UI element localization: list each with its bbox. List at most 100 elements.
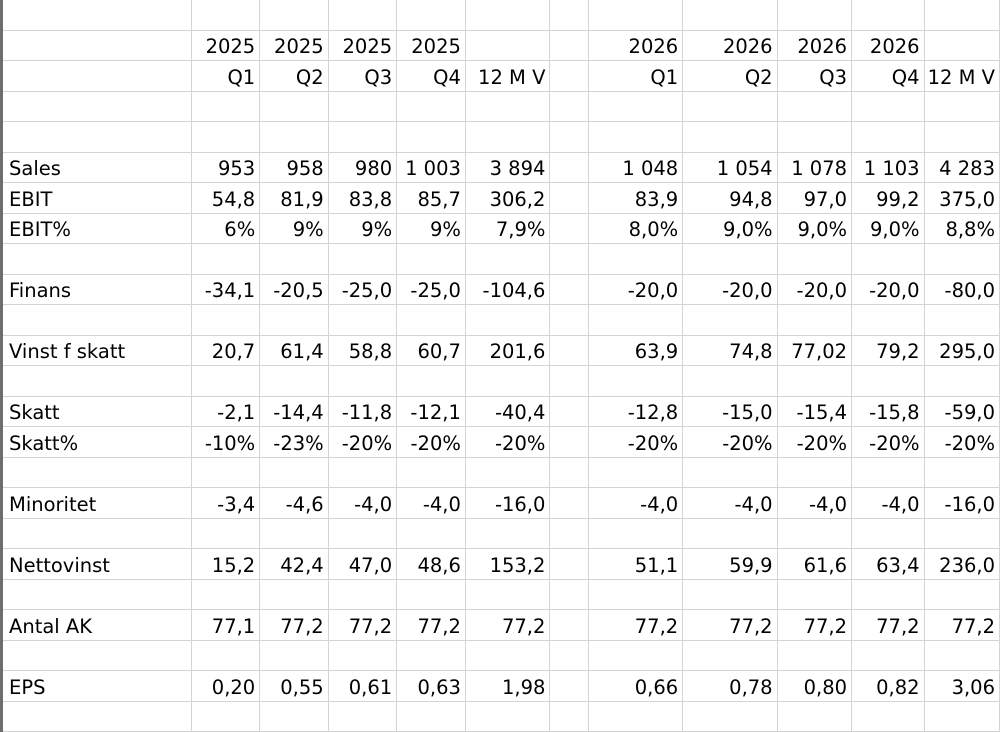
- value-cell[interactable]: 99,2: [851, 182, 925, 214]
- year-header-cell[interactable]: 2025: [259, 30, 329, 61]
- value-cell[interactable]: [924, 121, 1000, 153]
- value-cell[interactable]: [549, 91, 589, 122]
- spreadsheet-cell[interactable]: [259, 0, 329, 31]
- value-cell[interactable]: [924, 579, 1000, 610]
- value-cell[interactable]: 79,2: [851, 335, 925, 366]
- value-cell[interactable]: [396, 243, 466, 275]
- value-cell[interactable]: -20,0: [777, 274, 853, 305]
- value-cell[interactable]: [682, 243, 778, 275]
- value-cell[interactable]: [682, 640, 778, 671]
- value-cell[interactable]: -20,0: [682, 274, 778, 305]
- value-cell[interactable]: [191, 243, 261, 275]
- value-cell[interactable]: [259, 701, 329, 732]
- value-cell[interactable]: 15,2: [191, 548, 261, 580]
- spreadsheet-cell[interactable]: [0, 60, 192, 92]
- row-label-cell[interactable]: Vinst f skatt: [0, 335, 192, 366]
- value-cell[interactable]: 51,1: [588, 548, 684, 580]
- spreadsheet-cell[interactable]: [0, 0, 192, 31]
- value-cell[interactable]: 9%: [396, 213, 466, 244]
- value-cell[interactable]: 54,8: [191, 182, 261, 214]
- value-cell[interactable]: [851, 640, 925, 671]
- value-cell[interactable]: [259, 121, 329, 153]
- value-cell[interactable]: -15,8: [851, 396, 925, 427]
- value-cell[interactable]: 0,61: [328, 670, 398, 702]
- value-cell[interactable]: -10%: [191, 426, 261, 458]
- value-cell[interactable]: [549, 121, 589, 153]
- value-cell[interactable]: [259, 518, 329, 549]
- year-header-cell[interactable]: 2025: [396, 30, 466, 61]
- value-cell[interactable]: 375,0: [924, 182, 1000, 214]
- value-cell[interactable]: 953: [191, 152, 261, 183]
- value-cell[interactable]: 0,55: [259, 670, 329, 702]
- value-cell[interactable]: [465, 640, 551, 671]
- value-cell[interactable]: [549, 304, 589, 336]
- value-cell[interactable]: [851, 518, 925, 549]
- spreadsheet-cell[interactable]: [396, 0, 466, 31]
- value-cell[interactable]: [259, 304, 329, 336]
- value-cell[interactable]: [465, 457, 551, 488]
- value-cell[interactable]: 0,82: [851, 670, 925, 702]
- value-cell[interactable]: [851, 579, 925, 610]
- value-cell[interactable]: 7,9%: [465, 213, 551, 244]
- value-cell[interactable]: [549, 670, 589, 702]
- quarter-header-cell[interactable]: Q2: [682, 60, 778, 92]
- value-cell[interactable]: [465, 579, 551, 610]
- value-cell[interactable]: -20%: [777, 426, 853, 458]
- value-cell[interactable]: [851, 121, 925, 153]
- value-cell[interactable]: -20,0: [851, 274, 925, 305]
- value-cell[interactable]: [396, 518, 466, 549]
- value-cell[interactable]: [549, 487, 589, 519]
- spreadsheet-cell[interactable]: [0, 30, 192, 61]
- value-cell[interactable]: [328, 304, 398, 336]
- value-cell[interactable]: 1 054: [682, 152, 778, 183]
- year-header-cell[interactable]: 2025: [191, 30, 261, 61]
- value-cell[interactable]: -20%: [924, 426, 1000, 458]
- value-cell[interactable]: 58,8: [328, 335, 398, 366]
- value-cell[interactable]: [777, 579, 853, 610]
- row-label-cell[interactable]: [0, 121, 192, 153]
- value-cell[interactable]: [328, 91, 398, 122]
- row-label-cell[interactable]: Finans: [0, 274, 192, 305]
- value-cell[interactable]: -23%: [259, 426, 329, 458]
- value-cell[interactable]: 77,2: [924, 609, 1000, 641]
- value-cell[interactable]: 1,98: [465, 670, 551, 702]
- value-cell[interactable]: 77,2: [851, 609, 925, 641]
- value-cell[interactable]: [191, 457, 261, 488]
- value-cell[interactable]: [191, 640, 261, 671]
- value-cell[interactable]: 6%: [191, 213, 261, 244]
- row-label-cell[interactable]: Skatt%: [0, 426, 192, 458]
- value-cell[interactable]: -20%: [851, 426, 925, 458]
- value-cell[interactable]: [924, 91, 1000, 122]
- value-cell[interactable]: 980: [328, 152, 398, 183]
- value-cell[interactable]: [259, 579, 329, 610]
- spreadsheet-cell[interactable]: [549, 30, 589, 61]
- year-header-cell[interactable]: 2026: [682, 30, 778, 61]
- value-cell[interactable]: 9,0%: [851, 213, 925, 244]
- value-cell[interactable]: -104,6: [465, 274, 551, 305]
- value-cell[interactable]: 77,02: [777, 335, 853, 366]
- value-cell[interactable]: 9,0%: [682, 213, 778, 244]
- value-cell[interactable]: [777, 640, 853, 671]
- value-cell[interactable]: 1 003: [396, 152, 466, 183]
- value-cell[interactable]: 306,2: [465, 182, 551, 214]
- spreadsheet-cell[interactable]: [549, 0, 589, 31]
- value-cell[interactable]: [924, 365, 1000, 397]
- value-cell[interactable]: [549, 701, 589, 732]
- value-cell[interactable]: [328, 365, 398, 397]
- value-cell[interactable]: 0,20: [191, 670, 261, 702]
- value-cell[interactable]: 61,4: [259, 335, 329, 366]
- value-cell[interactable]: 236,0: [924, 548, 1000, 580]
- value-cell[interactable]: -11,8: [328, 396, 398, 427]
- value-cell[interactable]: [851, 243, 925, 275]
- row-label-cell[interactable]: [0, 579, 192, 610]
- value-cell[interactable]: -4,0: [682, 487, 778, 519]
- value-cell[interactable]: [259, 91, 329, 122]
- quarter-header-cell[interactable]: Q4: [851, 60, 925, 92]
- row-label-cell[interactable]: [0, 91, 192, 122]
- value-cell[interactable]: [924, 243, 1000, 275]
- value-cell[interactable]: 85,7: [396, 182, 466, 214]
- value-cell[interactable]: [777, 457, 853, 488]
- value-cell[interactable]: 63,9: [588, 335, 684, 366]
- value-cell[interactable]: [549, 457, 589, 488]
- value-cell[interactable]: [588, 518, 684, 549]
